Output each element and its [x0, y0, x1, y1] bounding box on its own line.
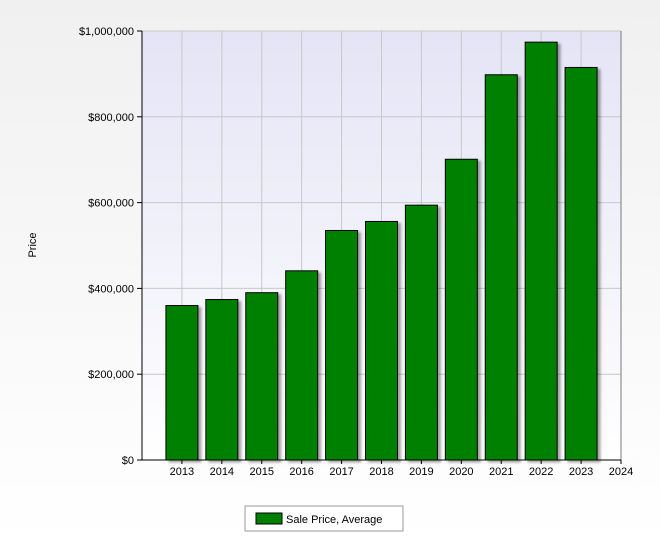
legend-label: Sale Price, Average — [286, 514, 382, 526]
x-tick-label: 2024 — [609, 466, 633, 478]
bar-2014 — [205, 299, 239, 461]
x-tick-label: 2023 — [569, 466, 593, 478]
x-tick-label: 2015 — [250, 466, 274, 478]
x-tick-label: 2013 — [170, 466, 194, 478]
bar-2016 — [285, 270, 319, 461]
x-tick-label: 2019 — [409, 466, 433, 478]
x-tick-label: 2016 — [289, 466, 313, 478]
y-tick-label: $200,000 — [88, 369, 134, 381]
x-tick-label: 2017 — [329, 466, 353, 478]
y-tick-label: $1,000,000 — [79, 26, 134, 38]
legend-swatch — [255, 512, 283, 525]
bar-2015 — [245, 292, 279, 461]
bar-series — [165, 41, 598, 461]
bar-2023 — [564, 66, 598, 461]
y-tick-label: $800,000 — [88, 112, 134, 124]
x-tick-label: 2018 — [369, 466, 393, 478]
bar-2022 — [524, 41, 558, 461]
bar-2018 — [365, 220, 398, 461]
y-axis-title: Price — [27, 232, 39, 257]
y-tick-label: $400,000 — [88, 283, 134, 295]
x-tick-label: 2022 — [529, 466, 553, 478]
x-tick-label: 2014 — [210, 466, 234, 478]
y-axis-ticks: $0 $200,000 $400,000 $600,000 $800,000 $1,000… — [79, 26, 142, 467]
bar-2021 — [484, 74, 518, 461]
bar-2013 — [165, 305, 199, 461]
x-tick-label: 2021 — [489, 466, 513, 478]
bar-2020 — [444, 158, 478, 461]
x-axis-ticks: 2013 2014 2015 2016 2017 2018 2019 2020 2021 2022… — [170, 460, 633, 478]
legend: Sale Price, Average — [244, 505, 404, 532]
y-tick-label: $0 — [122, 455, 134, 467]
x-tick-label: 2020 — [449, 466, 473, 478]
bar-2019 — [404, 204, 438, 461]
bar-2017 — [325, 229, 359, 461]
y-tick-label: $600,000 — [88, 198, 134, 210]
